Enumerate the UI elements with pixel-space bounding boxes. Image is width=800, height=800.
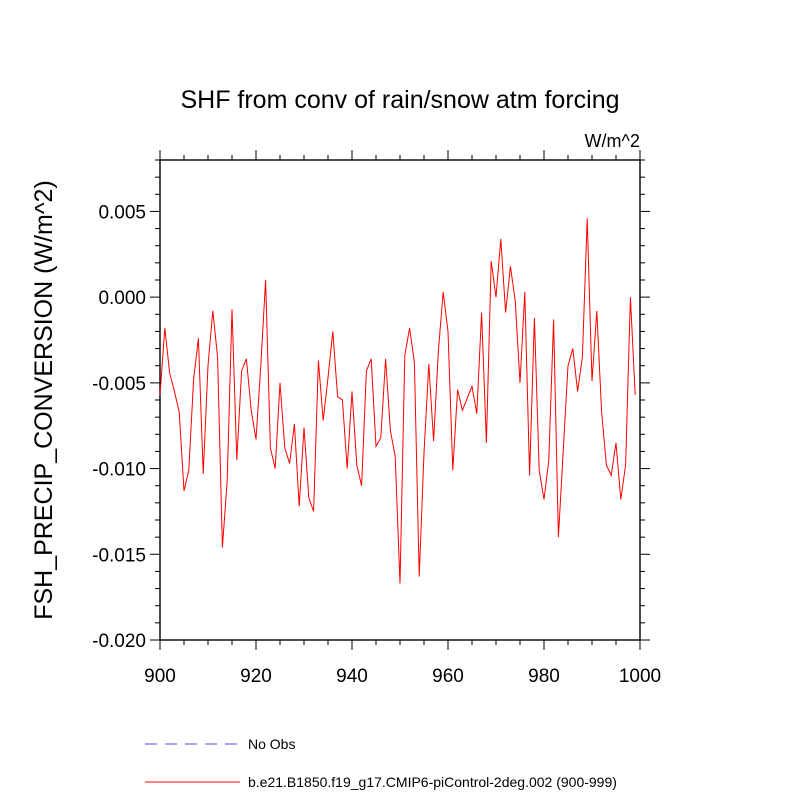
chart-title: SHF from conv of rain/snow atm forcing xyxy=(180,86,619,114)
x-tick-label: 980 xyxy=(528,666,560,687)
y-tick-label: -0.015 xyxy=(92,545,146,566)
y-tick-label: 0.005 xyxy=(98,202,146,223)
x-tick-label: 1000 xyxy=(619,666,661,687)
units-label: W/m^2 xyxy=(585,131,640,151)
y-tick-label: -0.020 xyxy=(92,631,146,652)
x-tick-label: 940 xyxy=(336,666,368,687)
legend-label-no-obs: No Obs xyxy=(248,736,295,752)
series-lines xyxy=(159,218,636,584)
x-tick-label: 920 xyxy=(240,666,272,687)
y-ticks: -0.020 -0.015 -0.010 -0.005 0.000 0.005 xyxy=(92,159,650,652)
series-line-1 xyxy=(159,218,636,584)
y-tick-label: 0.000 xyxy=(98,288,146,309)
legend-label-model: b.e21.B1850.f19_g17.CMIP6-piControl-2deg… xyxy=(248,774,617,790)
legend: No Obs b.e21.B1850.f19_g17.CMIP6-piContr… xyxy=(145,736,617,790)
x-tick-label: 960 xyxy=(432,666,464,687)
y-axis-label: FSH_PRECIP_CONVERSION (W/m^2) xyxy=(30,180,58,620)
x-ticks: 900 920 940 960 980 1000 xyxy=(144,150,661,687)
y-tick-label: -0.005 xyxy=(92,374,146,395)
y-tick-label: -0.010 xyxy=(92,460,146,481)
x-tick-label: 900 xyxy=(144,666,176,687)
